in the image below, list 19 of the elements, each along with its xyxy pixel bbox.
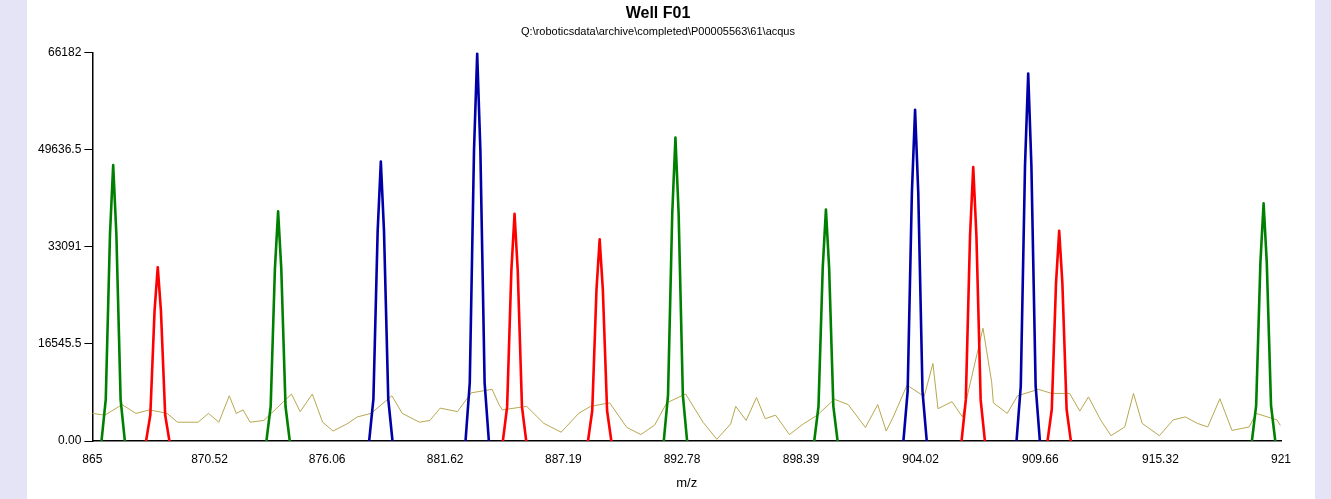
y-tick-label: 0.00 bbox=[58, 433, 82, 448]
x-tick-label: 876.06 bbox=[308, 451, 346, 466]
x-tick-label: 887.19 bbox=[545, 451, 583, 466]
x-tick-label: 898.39 bbox=[782, 451, 820, 466]
x-axis-title: m/z bbox=[676, 474, 698, 490]
x-tick-label: 904.02 bbox=[902, 451, 940, 466]
chart-subtitle: Q:\roboticsdata\archive\completed\P00005563\61\acqus bbox=[521, 24, 796, 37]
x-tick-label: 909.66 bbox=[1021, 451, 1059, 466]
chart-title: Well F01 bbox=[625, 4, 691, 22]
x-tick-label: 881.62 bbox=[426, 451, 464, 466]
x-tick-label: 865 bbox=[82, 451, 103, 466]
y-tick-label: 49636.5 bbox=[37, 141, 82, 156]
x-tick-label: 892.78 bbox=[663, 451, 701, 466]
x-tick-label: 870.52 bbox=[191, 451, 229, 466]
x-tick-label: 915.32 bbox=[1142, 451, 1180, 466]
y-tick-label: 66182 bbox=[48, 44, 82, 59]
y-tick-label: 33091 bbox=[48, 239, 82, 254]
y-tick-label: 16545.5 bbox=[37, 336, 82, 351]
x-tick-label: 921 bbox=[1270, 451, 1292, 466]
